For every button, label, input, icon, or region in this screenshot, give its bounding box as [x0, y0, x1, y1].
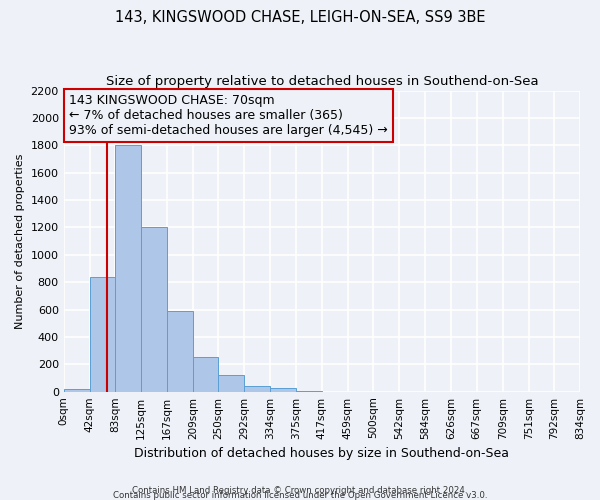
Bar	[115, 146, 141, 392]
Bar	[193, 357, 218, 392]
Text: Contains public sector information licensed under the Open Government Licence v3: Contains public sector information licen…	[113, 491, 487, 500]
Bar	[64, 389, 89, 392]
Bar	[218, 374, 244, 392]
Text: 143 KINGSWOOD CHASE: 70sqm
← 7% of detached houses are smaller (365)
93% of semi: 143 KINGSWOOD CHASE: 70sqm ← 7% of detac…	[69, 94, 388, 136]
Bar	[89, 276, 115, 392]
Bar	[167, 311, 193, 392]
Title: Size of property relative to detached houses in Southend-on-Sea: Size of property relative to detached ho…	[106, 75, 538, 88]
Bar	[296, 391, 322, 392]
Y-axis label: Number of detached properties: Number of detached properties	[15, 154, 25, 329]
Bar	[244, 386, 271, 392]
X-axis label: Distribution of detached houses by size in Southend-on-Sea: Distribution of detached houses by size …	[134, 447, 509, 460]
Bar	[271, 388, 296, 392]
Bar	[141, 228, 167, 392]
Text: 143, KINGSWOOD CHASE, LEIGH-ON-SEA, SS9 3BE: 143, KINGSWOOD CHASE, LEIGH-ON-SEA, SS9 …	[115, 10, 485, 25]
Text: Contains HM Land Registry data © Crown copyright and database right 2024.: Contains HM Land Registry data © Crown c…	[132, 486, 468, 495]
